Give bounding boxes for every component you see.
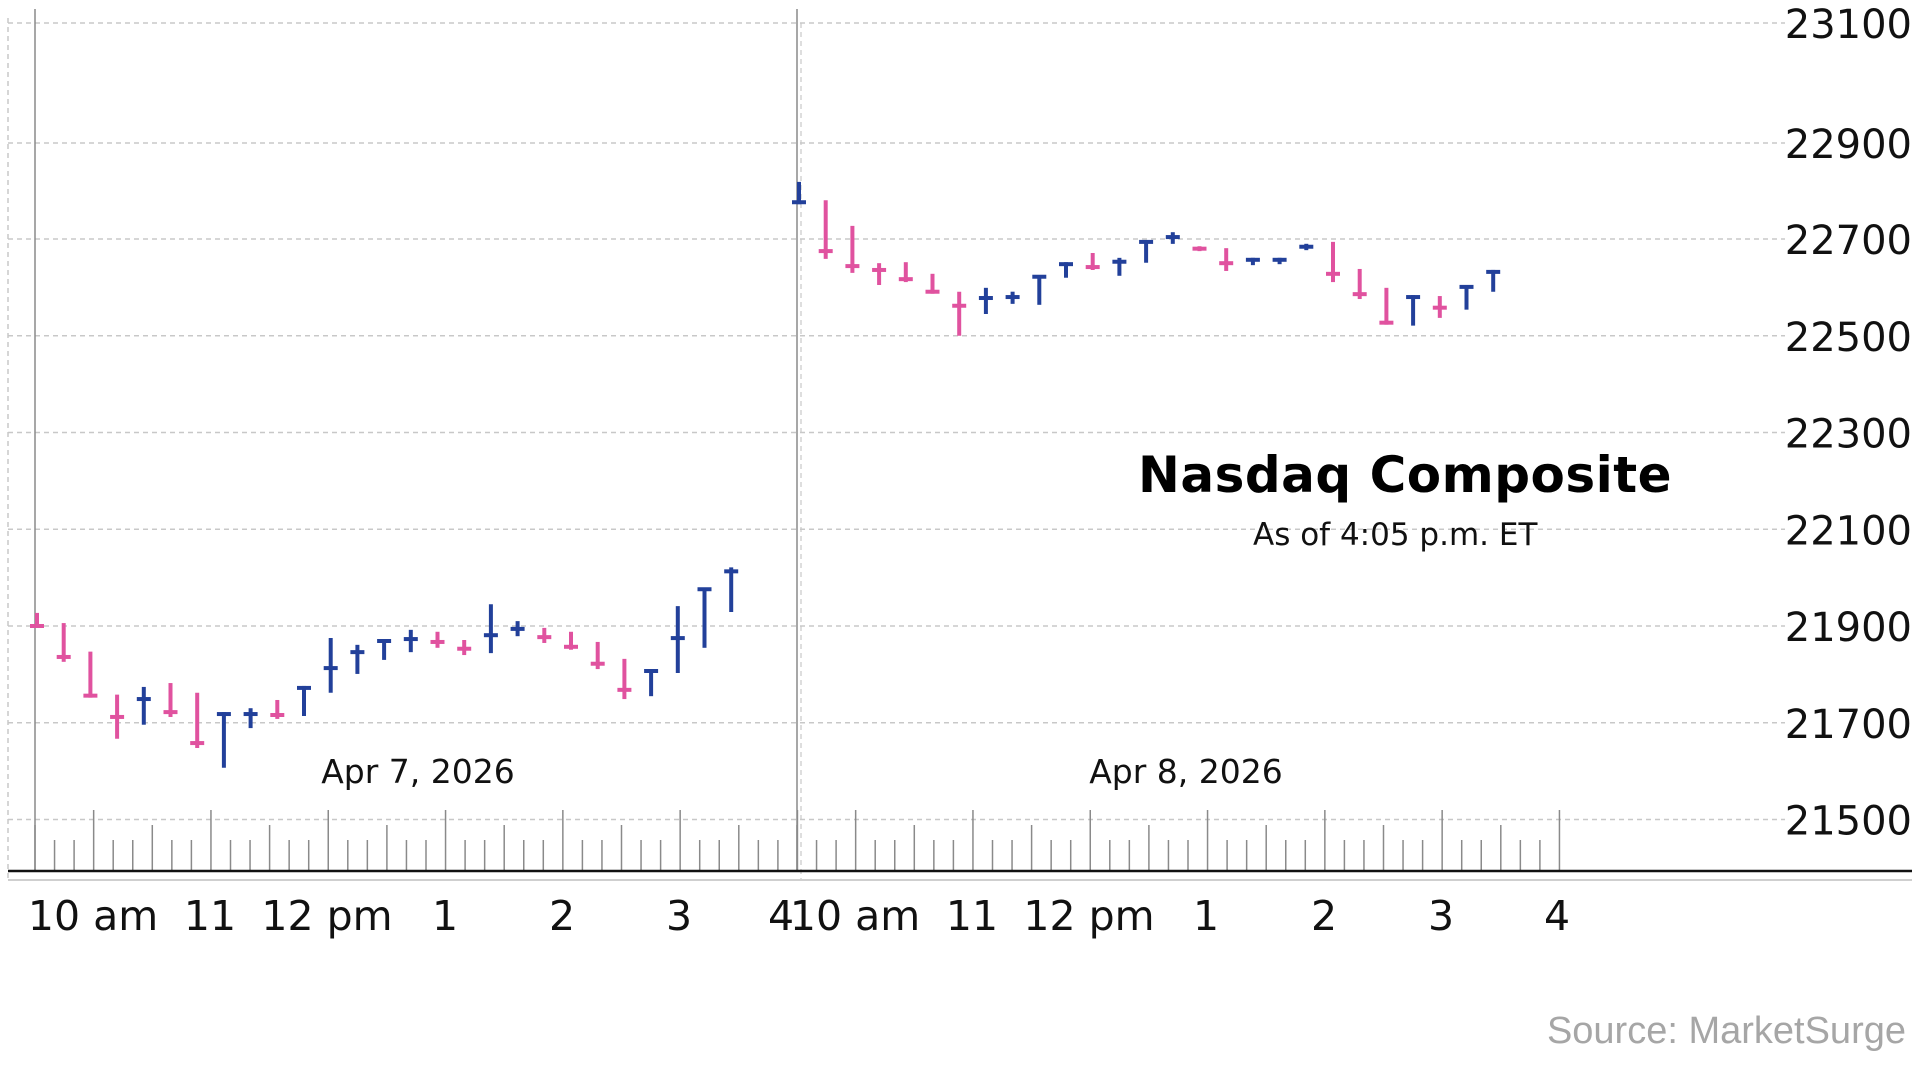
up-bar bbox=[1486, 269, 1501, 292]
y-tick-label: 22700 bbox=[1785, 218, 1912, 264]
x-axis-labels: 10 am 11 12 pm 1 2 3 410 am 11 12 pm 1 2 3 4 bbox=[28, 892, 1570, 940]
up-bar bbox=[216, 712, 231, 768]
up-bar bbox=[297, 685, 311, 717]
down-bar bbox=[537, 627, 552, 643]
x-tick-label: 10 am bbox=[28, 892, 158, 940]
x-tick-label: 1 bbox=[1193, 892, 1219, 940]
x-tick-label: 1 bbox=[432, 892, 458, 940]
x-tick-label: 4 bbox=[1544, 892, 1570, 940]
x-tick-label: 3 bbox=[666, 892, 692, 940]
down-bar bbox=[163, 683, 178, 717]
x-tick-label: 10 am bbox=[790, 892, 920, 940]
up-bar bbox=[350, 644, 365, 674]
up-bar bbox=[403, 629, 418, 653]
x-tick-label: 11 bbox=[184, 892, 236, 940]
x-tick-label: 12 pm bbox=[261, 892, 392, 940]
session-date-labels: Apr 7, 2026 Apr 8, 2026 bbox=[321, 752, 1283, 791]
down-bar bbox=[564, 631, 578, 650]
y-tick-label: 21700 bbox=[1785, 702, 1912, 748]
up-bar bbox=[644, 668, 659, 697]
down-bar bbox=[845, 225, 860, 273]
down-bar bbox=[898, 262, 913, 283]
y-tick-label: 23100 bbox=[1785, 2, 1912, 48]
down-bar bbox=[457, 639, 472, 656]
up-bar bbox=[1112, 257, 1127, 276]
up-bar bbox=[1459, 284, 1474, 310]
up-bar bbox=[1139, 239, 1154, 263]
down-bar bbox=[56, 623, 71, 662]
up-bar bbox=[1059, 262, 1073, 278]
down-bar bbox=[818, 200, 833, 259]
x-tick-label: 2 bbox=[549, 892, 575, 940]
down-bar bbox=[925, 273, 940, 294]
down-bar bbox=[1352, 268, 1367, 300]
up-bar bbox=[1245, 257, 1260, 266]
y-tick-label: 22900 bbox=[1785, 122, 1912, 168]
x-tick-label: 2 bbox=[1311, 892, 1337, 940]
up-bar bbox=[724, 567, 739, 613]
y-tick-label: 22500 bbox=[1785, 315, 1912, 361]
down-bar bbox=[30, 612, 44, 628]
down-bar bbox=[1192, 246, 1207, 252]
x-tick-label: 12 pm bbox=[1023, 892, 1154, 940]
down-bar bbox=[190, 692, 205, 748]
down-bar bbox=[1085, 252, 1100, 270]
up-bar bbox=[670, 606, 685, 673]
chart-subtitle: As of 4:05 p.m. ET bbox=[1253, 517, 1538, 553]
down-bar bbox=[1379, 287, 1394, 325]
y-axis-labels: 23100 22900 22700 22500 22300 22100 21900 21700… bbox=[1785, 2, 1912, 845]
down-bar bbox=[1432, 296, 1447, 318]
up-bar bbox=[1032, 274, 1047, 305]
gridlines bbox=[7, 18, 1785, 880]
session-date-label: Apr 7, 2026 bbox=[321, 752, 515, 791]
x-tick-label: 3 bbox=[1428, 892, 1454, 940]
down-bar bbox=[952, 291, 967, 336]
down-bar bbox=[590, 641, 605, 670]
down-bar bbox=[1219, 248, 1234, 271]
down-bar bbox=[110, 694, 125, 739]
up-bar bbox=[323, 638, 338, 693]
up-bar bbox=[377, 638, 392, 660]
x-tick-label: 11 bbox=[946, 892, 998, 940]
down-bar bbox=[872, 263, 887, 285]
up-bar bbox=[1005, 291, 1020, 304]
x-tick-label: 4 bbox=[768, 892, 794, 940]
up-bar bbox=[1406, 295, 1421, 326]
session-divider-lines bbox=[34, 9, 802, 880]
y-tick-label: 22100 bbox=[1785, 508, 1912, 554]
down-bar bbox=[430, 631, 445, 648]
source-note: Source: MarketSurge bbox=[1546, 1010, 1906, 1052]
up-bar bbox=[510, 621, 525, 637]
session-date-label: Apr 8, 2026 bbox=[1089, 752, 1283, 791]
up-bar bbox=[243, 708, 258, 729]
up-bar bbox=[1272, 257, 1287, 265]
down-bar bbox=[83, 651, 98, 698]
x-axis bbox=[8, 810, 1912, 881]
down-bar bbox=[270, 699, 285, 719]
y-tick-label: 21500 bbox=[1785, 799, 1912, 845]
up-bar bbox=[697, 587, 712, 648]
up-bar bbox=[978, 287, 993, 315]
up-bar bbox=[483, 604, 498, 654]
up-bar bbox=[1299, 243, 1314, 251]
price-bars bbox=[30, 181, 1501, 768]
down-bar bbox=[1326, 241, 1340, 283]
up-bar bbox=[792, 181, 806, 205]
down-bar bbox=[617, 658, 632, 700]
up-bar bbox=[136, 686, 151, 725]
chart-title: Nasdaq Composite bbox=[1138, 446, 1673, 504]
y-tick-label: 22300 bbox=[1785, 412, 1912, 458]
up-bar bbox=[1165, 232, 1180, 244]
y-tick-label: 21900 bbox=[1785, 605, 1912, 651]
